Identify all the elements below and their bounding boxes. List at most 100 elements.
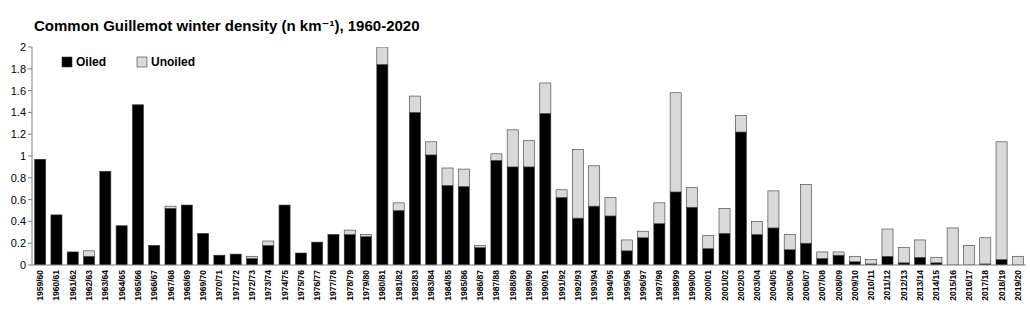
- legend-label: Unoiled: [151, 55, 195, 69]
- x-tick-label: 1997/98: [654, 270, 664, 301]
- x-tick-label: 1982/83: [410, 270, 420, 301]
- bar-segment: [833, 252, 844, 255]
- bar-segment: [768, 191, 779, 228]
- bar-segment: [621, 251, 632, 265]
- bar-segment: [51, 214, 62, 215]
- x-tick-label: 1996/97: [638, 270, 648, 301]
- x-tick-label: 1979/80: [361, 270, 371, 301]
- y-tick-label: 1.2: [11, 128, 26, 140]
- y-tick: [28, 265, 32, 266]
- bar-segment: [638, 238, 649, 265]
- x-tick-label: 1983/84: [426, 270, 436, 301]
- bar-segment: [589, 166, 600, 206]
- y-tick-label: 1.8: [11, 63, 26, 75]
- bar-segment: [116, 225, 127, 226]
- x-tick-label: 1995/96: [622, 270, 632, 301]
- bar-segment: [328, 234, 339, 265]
- y-tick-label: 0.4: [11, 215, 26, 227]
- bar-segment: [491, 154, 502, 161]
- bar-segment: [198, 233, 209, 265]
- x-tick-label: 1981/82: [394, 270, 404, 301]
- bar-segment: [361, 234, 372, 236]
- bar-segment: [540, 113, 551, 265]
- bar-segment: [458, 187, 469, 265]
- bar-segment: [165, 208, 176, 265]
- bar-segment: [475, 248, 486, 265]
- bar-segment: [963, 245, 974, 265]
- bar-segment: [556, 197, 567, 265]
- bar-segment: [132, 104, 143, 105]
- bar-segment: [393, 203, 404, 211]
- bar-segment: [784, 234, 795, 249]
- x-tick-label: 1960/61: [51, 270, 61, 301]
- bar-segment: [458, 169, 469, 186]
- y-tick-label: 1.6: [11, 85, 26, 97]
- x-tick-label: 1970/71: [214, 270, 224, 301]
- bar-segment: [100, 171, 111, 172]
- y-tick: [28, 47, 32, 48]
- bar-segment: [181, 205, 192, 265]
- x-axis: [32, 265, 1026, 266]
- x-tick-label: 1964/65: [117, 270, 127, 301]
- bar-segment: [409, 96, 420, 112]
- x-tick-label: 1998/99: [671, 270, 681, 301]
- x-tick-label: 1968/69: [182, 270, 192, 301]
- x-tick-label: 1965/66: [133, 270, 143, 301]
- bar-segment: [540, 83, 551, 114]
- x-tick-label: 1986/87: [475, 270, 485, 301]
- x-tick-label: 1967/68: [166, 270, 176, 301]
- bar-segment: [523, 167, 534, 265]
- bar-segment: [898, 248, 909, 263]
- x-tick-label: 1989/90: [524, 270, 534, 301]
- bar-segment: [246, 258, 257, 265]
- bar-segment: [475, 245, 486, 247]
- y-axis: [32, 47, 33, 265]
- bar-segment: [67, 251, 78, 252]
- bar-segment: [572, 218, 583, 265]
- y-tick-label: 1: [20, 150, 26, 162]
- y-tick: [28, 112, 32, 113]
- x-tick-label: 2016/17: [964, 270, 974, 301]
- x-tick-label: 1999/00: [687, 270, 697, 301]
- bar-segment: [996, 142, 1007, 260]
- y-tick-label: 0: [20, 259, 26, 271]
- x-tick-label: 1976/77: [312, 270, 322, 301]
- bar-segment: [833, 255, 844, 265]
- x-tick-label: 1974/75: [280, 270, 290, 301]
- x-tick-label: 2005/06: [785, 270, 795, 301]
- bar-segment: [915, 240, 926, 257]
- bar-segment: [654, 224, 665, 265]
- bar-segment: [589, 206, 600, 265]
- bar-segment: [361, 237, 372, 265]
- y-tick-label: 0.6: [11, 194, 26, 206]
- x-tick-label: 1969/70: [198, 270, 208, 301]
- bar-segment: [312, 242, 323, 265]
- bar-segment: [312, 242, 323, 243]
- bar-segment: [426, 142, 437, 155]
- bar-segment: [295, 253, 306, 254]
- bar-segment: [116, 226, 127, 265]
- x-tick-label: 1993/94: [589, 270, 599, 301]
- x-tick-label: 1961/62: [68, 270, 78, 301]
- y-tick: [28, 177, 32, 178]
- x-tick-label: 2006/07: [801, 270, 811, 301]
- bar-segment: [703, 236, 714, 249]
- x-tick-label: 1959/60: [35, 270, 45, 301]
- bar-segment: [344, 234, 355, 265]
- bar-segment: [768, 228, 779, 265]
- bar-segment: [263, 245, 274, 265]
- bar-segment: [491, 160, 502, 265]
- bar-segment: [523, 141, 534, 167]
- bar-segment: [83, 251, 94, 256]
- x-tick-label: 1966/67: [149, 270, 159, 301]
- bar-segment: [393, 211, 404, 266]
- bar-segment: [442, 168, 453, 185]
- bar-segment: [377, 47, 388, 64]
- bar-segment: [181, 205, 192, 206]
- x-tick-label: 2018/19: [997, 270, 1007, 301]
- bar-segment: [507, 167, 518, 265]
- bar-segment: [654, 203, 665, 224]
- bar-segment: [230, 254, 241, 255]
- bar-segment: [230, 254, 241, 265]
- x-tick-label: 2013/14: [915, 270, 925, 301]
